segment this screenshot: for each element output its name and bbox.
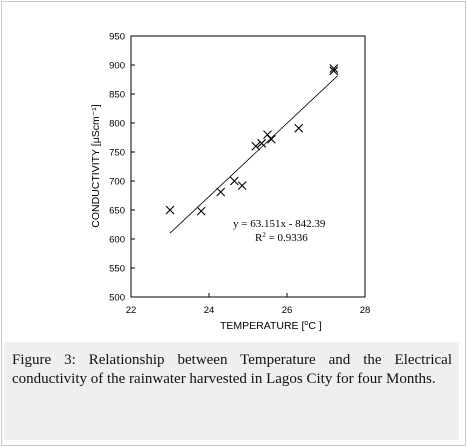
x-axis-title: TEMPERATURE [oC ] bbox=[220, 320, 322, 332]
data-point-marker bbox=[267, 134, 276, 144]
data-point-stroke bbox=[237, 181, 247, 191]
y-tick-label: 950 bbox=[109, 32, 125, 43]
data-point-marker bbox=[237, 181, 247, 191]
x-axis-title-prefix: TEMPERATURE [ bbox=[220, 320, 304, 332]
caption-text: Figure 3: Relationship between Temperatu… bbox=[12, 351, 452, 388]
x-tick-label: 22 bbox=[126, 305, 137, 316]
x-tick-label: 28 bbox=[360, 305, 371, 316]
equation-label: y = 63.151x - 842.39 bbox=[233, 218, 326, 230]
data-point-marker bbox=[329, 66, 339, 76]
y-tick-label: 500 bbox=[109, 293, 125, 304]
data-point-stroke bbox=[294, 123, 304, 133]
data-point-marker bbox=[251, 141, 261, 151]
caption-body: : Relationship between Temperature and t… bbox=[12, 352, 452, 387]
data-point-marker bbox=[257, 138, 267, 148]
data-point-stroke bbox=[329, 64, 339, 73]
plot-area bbox=[130, 35, 366, 298]
data-point-stroke bbox=[257, 138, 267, 148]
trendline bbox=[169, 75, 338, 234]
r-squared-value: = 0.9336 bbox=[266, 232, 308, 244]
r-squared-symbol: R bbox=[255, 232, 263, 244]
y-tick-label: 800 bbox=[109, 119, 125, 130]
figure-caption: Figure 3: Relationship between Temperatu… bbox=[4, 342, 459, 440]
y-tick-label: 700 bbox=[109, 177, 125, 188]
data-point-stroke bbox=[251, 141, 261, 151]
y-axis: 500 550 600 650 700 750 800 850 900 950 bbox=[109, 32, 135, 304]
data-point-stroke bbox=[196, 206, 206, 216]
y-tick-label: 900 bbox=[109, 61, 125, 72]
data-point-stroke bbox=[329, 66, 339, 76]
data-point-stroke bbox=[165, 205, 175, 215]
x-axis: 22 24 26 28 bbox=[126, 293, 371, 316]
data-point-marker bbox=[294, 123, 304, 133]
y-tick-label: 650 bbox=[109, 206, 125, 217]
data-point-stroke bbox=[263, 130, 272, 139]
data-point-marker bbox=[216, 187, 226, 197]
x-axis-title-degree: o bbox=[304, 320, 308, 327]
r-squared-label: R2 = 0.9336 bbox=[255, 231, 308, 244]
data-point-stroke bbox=[267, 134, 276, 144]
caption-label: Figure 3 bbox=[12, 352, 72, 368]
y-axis-title: CONDUCTIVITY [µScm⁻¹] bbox=[90, 104, 102, 227]
plot-frame bbox=[130, 35, 366, 298]
x-tick-label: 26 bbox=[282, 305, 293, 316]
y-tick-label: 600 bbox=[109, 235, 125, 246]
x-axis-title-suffix: C ] bbox=[308, 320, 322, 332]
r-squared-superscript: 2 bbox=[262, 231, 266, 239]
data-points bbox=[165, 64, 339, 216]
y-tick-label: 750 bbox=[109, 148, 125, 159]
data-point-marker bbox=[196, 206, 206, 216]
data-point-marker bbox=[165, 205, 175, 215]
x-tick-label: 24 bbox=[204, 305, 215, 316]
data-point-stroke bbox=[216, 187, 226, 197]
data-point-marker bbox=[329, 64, 339, 73]
y-tick-label: 850 bbox=[109, 90, 125, 101]
data-point-stroke bbox=[229, 176, 239, 186]
y-tick-label: 550 bbox=[109, 264, 125, 275]
data-point-marker bbox=[229, 176, 239, 186]
